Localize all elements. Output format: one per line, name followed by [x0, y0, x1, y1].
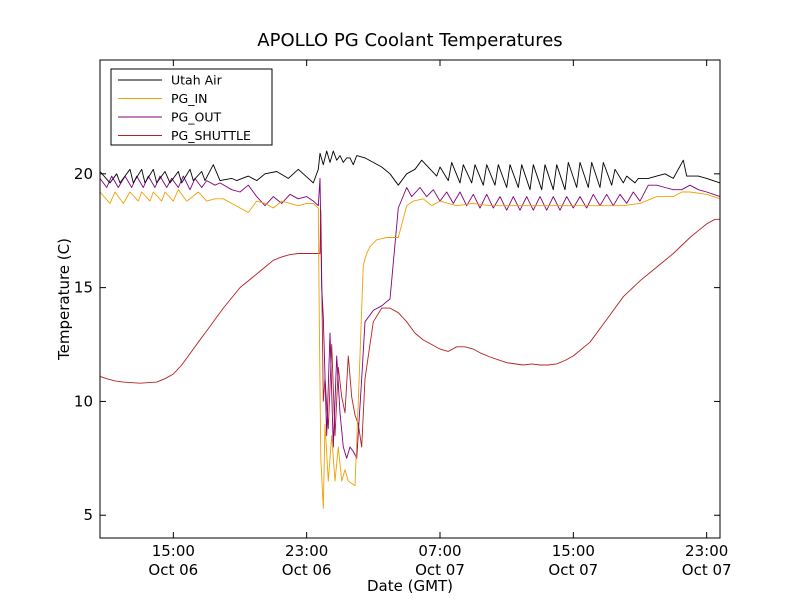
x-tick-label-time: 23:00 — [685, 542, 728, 560]
legend: Utah Air PG_IN PG_OUT PG_SHUTTLE — [110, 68, 273, 146]
x-tick-label-date: Oct 07 — [548, 561, 598, 579]
series-line-utah-air — [99, 150, 721, 191]
y-tick-label: 20 — [74, 165, 93, 183]
legend-label-pg-in: PG_IN — [171, 91, 208, 106]
series-line-pg-shuttle — [99, 209, 720, 448]
legend-label-utah-air: Utah Air — [171, 73, 223, 88]
legend-box — [110, 68, 273, 146]
x-tick-label-time: 15:00 — [152, 542, 195, 560]
plot-frame — [99, 59, 721, 539]
series-line-pg-in — [99, 189, 721, 509]
x-tick-label-date: Oct 06 — [282, 561, 332, 579]
x-tick-label-time: 15:00 — [552, 542, 595, 560]
x-tick-label-date: Oct 07 — [415, 561, 465, 579]
chart-title: APOLLO PG Coolant Temperatures — [257, 30, 562, 51]
y-tick-label: 5 — [83, 506, 93, 524]
x-tick-label-time: 07:00 — [418, 542, 461, 560]
series-layer — [99, 150, 721, 509]
y-tick-label: 10 — [74, 392, 93, 410]
legend-label-pg-shuttle: PG_SHUTTLE — [171, 128, 251, 143]
x-tick-label-date: Oct 06 — [148, 561, 198, 579]
legend-label-pg-out: PG_OUT — [171, 110, 221, 125]
y-axis-label: Temperature (C) — [55, 238, 73, 361]
y-tick-label: 15 — [74, 279, 93, 297]
x-tick-label-date: Oct 07 — [682, 561, 732, 579]
x-tick-label-time: 23:00 — [285, 542, 328, 560]
x-axis-label: Date (GMT) — [367, 577, 453, 595]
